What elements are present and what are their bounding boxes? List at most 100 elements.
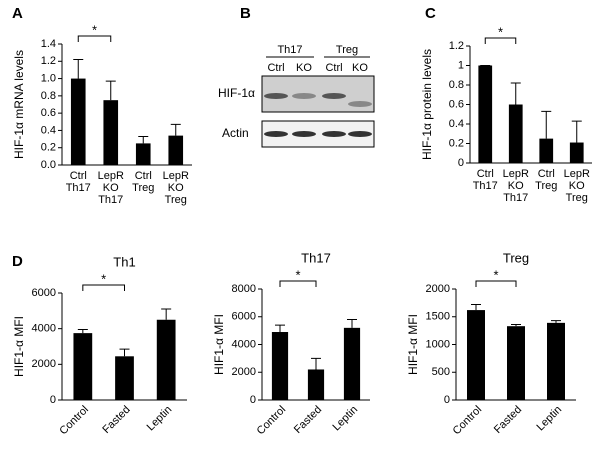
significance-label: * — [101, 271, 106, 286]
error-bar — [105, 80, 116, 101]
lane-label: KO — [296, 62, 312, 74]
y-tick-label: 1 — [458, 59, 464, 71]
significance-label: * — [295, 267, 300, 282]
y-axis-label: HIF1-α MFI — [12, 316, 26, 377]
band — [348, 131, 372, 137]
y-axis-label: HIF1-α MFI — [212, 314, 226, 375]
bar — [507, 326, 525, 400]
bar — [156, 319, 176, 400]
lane-label: KO — [352, 62, 368, 74]
error-bar — [510, 82, 521, 105]
lane-label: Ctrl — [325, 62, 342, 74]
y-tick-label: 6000 — [232, 311, 256, 323]
chart-title: Treg — [503, 250, 529, 265]
panel-label: C — [425, 5, 436, 22]
y-tick-label: 0.8 — [41, 90, 56, 102]
band — [348, 101, 372, 107]
y-tick-label: 1500 — [426, 311, 450, 323]
bar — [539, 138, 554, 163]
x-tick-label: KO — [103, 182, 119, 194]
x-tick-label: KO — [508, 180, 524, 192]
y-tick-label: 2000 — [232, 366, 256, 378]
chart-title: Th1 — [113, 254, 135, 269]
x-tick-label: LepR — [163, 170, 189, 182]
bar — [168, 135, 184, 165]
y-tick-label: 4000 — [232, 338, 256, 350]
group-label: Treg — [336, 44, 358, 56]
band — [322, 131, 346, 137]
bar — [271, 332, 289, 400]
y-tick-label: 1.4 — [41, 38, 56, 50]
significance-label: * — [493, 267, 498, 282]
x-tick-label: Leptin — [534, 404, 564, 434]
error-bar — [170, 123, 181, 136]
x-tick-label: Th17 — [66, 182, 91, 194]
x-tick-label: KO — [569, 180, 585, 192]
error-bar — [551, 320, 561, 323]
significance-bracket — [475, 280, 517, 287]
x-tick-label: Leptin — [330, 404, 360, 434]
significance-bracket — [82, 284, 125, 291]
panel-label: A — [12, 5, 23, 22]
band — [292, 93, 316, 99]
error-bar — [571, 120, 582, 143]
bar — [547, 322, 565, 400]
y-tick-label: 1.2 — [41, 55, 56, 67]
error-bar — [541, 110, 552, 139]
y-tick-label: 0 — [250, 394, 256, 406]
band — [264, 93, 288, 99]
y-tick-label: 0 — [444, 394, 450, 406]
x-tick-label: Treg — [566, 192, 588, 204]
x-tick-label: Th17 — [473, 180, 498, 192]
bar — [307, 369, 325, 400]
y-tick-label: 500 — [432, 366, 450, 378]
x-tick-label: Treg — [165, 194, 187, 206]
y-tick-label: 1.0 — [41, 72, 56, 84]
bar — [115, 356, 134, 400]
bar — [478, 65, 493, 163]
x-tick-label: Control — [451, 404, 485, 438]
significance-label: * — [92, 22, 97, 37]
x-tick-label: Fasted — [492, 404, 524, 436]
bar — [70, 78, 86, 165]
panel-label: D — [12, 253, 23, 270]
y-axis-label: HIF1-α MFI — [406, 314, 420, 375]
y-tick-label: 0 — [50, 394, 56, 406]
y-tick-label: 2000 — [426, 283, 450, 295]
x-tick-label: Leptin — [145, 404, 175, 434]
y-tick-label: 0.4 — [449, 118, 464, 130]
x-tick-label: Th17 — [503, 192, 528, 204]
y-tick-label: 0.8 — [449, 79, 464, 91]
error-bar — [138, 135, 149, 144]
band — [322, 93, 346, 99]
group-label: Th17 — [277, 44, 302, 56]
y-tick-label: 4000 — [32, 323, 56, 335]
error-bar — [311, 357, 321, 370]
y-axis-label: HIF-1α protein levels — [420, 49, 434, 160]
error-bar — [511, 324, 521, 327]
x-tick-label: Fasted — [292, 404, 324, 436]
x-tick-label: Th17 — [98, 194, 123, 206]
x-tick-label: Ctrl — [70, 170, 87, 182]
band — [264, 131, 288, 137]
row-label: Actin — [222, 126, 249, 140]
row-label: HIF-1α — [218, 86, 255, 100]
bar — [569, 142, 584, 163]
x-tick-label: Treg — [535, 180, 557, 192]
error-bar — [73, 59, 84, 79]
y-axis-label: HIF-1α mRNA levels — [12, 50, 26, 159]
error-bar — [77, 329, 88, 334]
chart-title: Th17 — [301, 250, 331, 265]
error-bar — [471, 304, 481, 311]
y-tick-label: 0.6 — [41, 107, 56, 119]
x-tick-label: Ctrl — [477, 168, 494, 180]
y-tick-label: 6000 — [32, 287, 56, 299]
significance-bracket — [279, 280, 317, 287]
bar — [343, 327, 361, 400]
x-tick-label: LepR — [98, 170, 124, 182]
y-tick-label: 0.0 — [41, 159, 56, 171]
x-tick-label: Ctrl — [538, 168, 555, 180]
x-tick-label: Control — [255, 404, 289, 438]
error-bar — [161, 308, 172, 320]
